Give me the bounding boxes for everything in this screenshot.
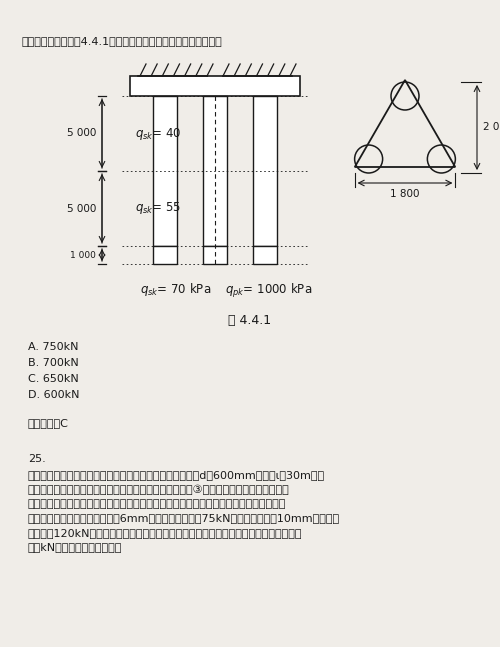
Text: 的荷载为120kN。试问：当验算永久荷载控制的桩基水平承载力时，单桩水平承载力特征: 的荷载为120kN。试问：当验算永久荷载控制的桩基水平承载力时，单桩水平承载力特… [28, 528, 302, 538]
Text: $q_{sk}$= 40: $q_{sk}$= 40 [135, 126, 182, 142]
Bar [253, 96, 277, 246]
Text: 水平静载试验时，桩顶水平位移6mm时所对应的荷载为75kN，桩顶水平位移10mm时所对应: 水平静载试验时，桩顶水平位移6mm时所对应的荷载为75kN，桩顶水平位移10mm… [28, 514, 340, 523]
Text: B. 700kN: B. 700kN [28, 358, 79, 368]
Text: 图 4.4.1: 图 4.4.1 [228, 314, 272, 327]
Text: 5 000: 5 000 [66, 204, 96, 214]
Bar [153, 246, 177, 264]
Text: $q_{sk}$= 55: $q_{sk}$= 55 [135, 201, 182, 217]
Text: D. 600kN: D. 600kN [28, 390, 80, 400]
Text: 2 000: 2 000 [483, 122, 500, 133]
Bar [253, 246, 277, 264]
Bar [153, 96, 177, 246]
Bar [203, 96, 227, 246]
Text: 正确答案：C: 正确答案：C [28, 418, 69, 428]
Text: $q_{sk}$= 70 kPa    $q_{pk}$= 1000 kPa: $q_{sk}$= 70 kPa $q_{pk}$= 1000 kPa [140, 282, 312, 300]
Text: 度、偶阻、端阻如图4.4.1所示。基桩尺向承载力特征値为（）。: 度、偶阻、端阻如图4.4.1所示。基桩尺向承载力特征値为（）。 [22, 36, 223, 46]
Text: 25.: 25. [28, 454, 46, 464]
Text: 配筋符合《建筑桩基技术规范》灸注桩配筋的有关要求。建筑物对水平位移不敏感，单桩: 配筋符合《建筑桩基技术规范》灸注桩配筋的有关要求。建筑物对水平位移不敏感，单桩 [28, 499, 286, 509]
Text: 单选题：某建筑桩基工程采用泥浆护壁非挤土灰注桩，桩径d为600mm，桩长ι＝30m，灸: 单选题：某建筑桩基工程采用泥浆护壁非挤土灰注桩，桩径d为600mm，桩长ι＝30… [28, 470, 325, 480]
Text: 値（kN）最接近下列（）项。: 値（kN）最接近下列（）项。 [28, 542, 122, 553]
Text: A. 750kN: A. 750kN [28, 342, 78, 352]
Text: C. 650kN: C. 650kN [28, 374, 79, 384]
Text: 1 000: 1 000 [70, 250, 96, 259]
Text: 5 000: 5 000 [66, 129, 96, 138]
Text: 注桩配筋、地基土层分布及相关参数情况，如图所示，第③层粉沙层为不液化土层。桩身: 注桩配筋、地基土层分布及相关参数情况，如图所示，第③层粉沙层为不液化土层。桩身 [28, 485, 290, 495]
Bar [203, 246, 227, 264]
Bar [130, 76, 300, 96]
Text: 1 800: 1 800 [390, 189, 420, 199]
